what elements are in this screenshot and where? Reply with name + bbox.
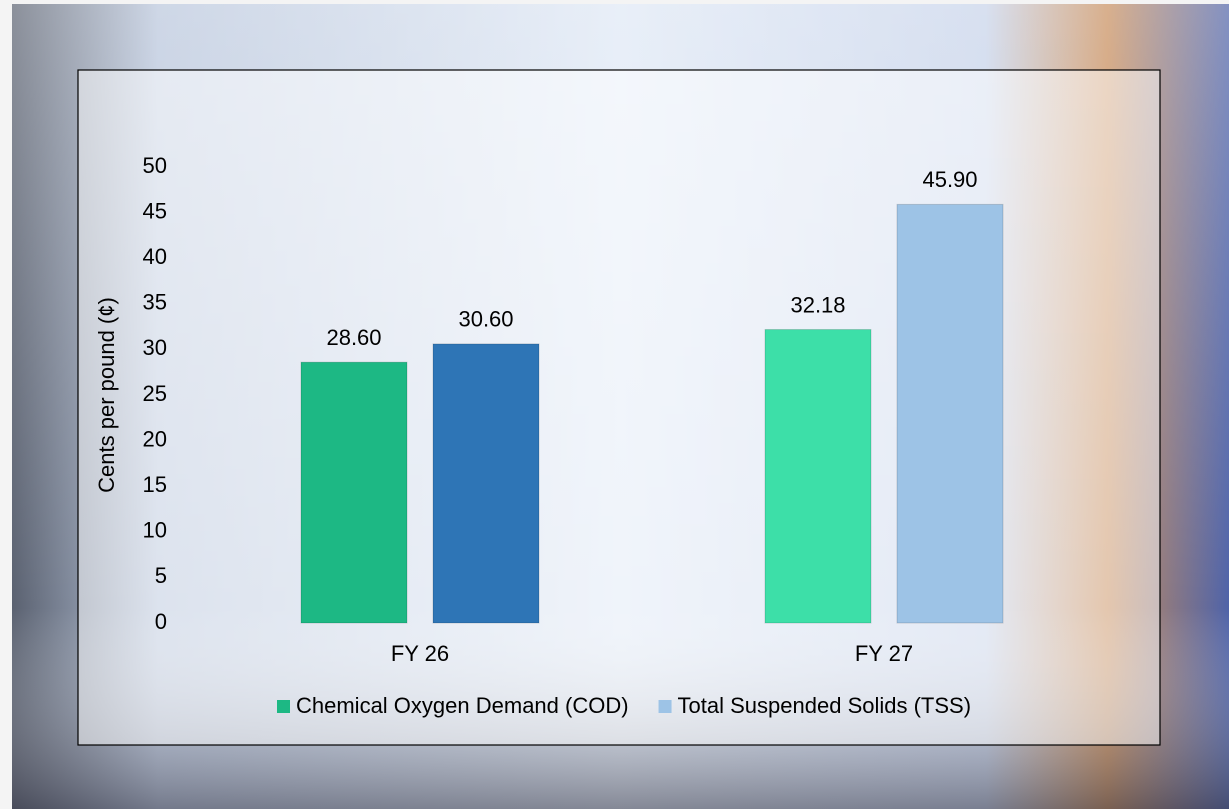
y-tick-label: 30 [143, 335, 167, 360]
y-tick-label: 50 [143, 153, 167, 178]
y-tick-label: 15 [143, 472, 167, 497]
legend-swatch [658, 700, 672, 713]
y-tick-label: 45 [143, 198, 167, 223]
bar [432, 343, 540, 624]
y-tick-label: 0 [155, 609, 167, 634]
value-label: 45.90 [922, 167, 977, 192]
bar [896, 203, 1004, 624]
value-label: 30.60 [458, 307, 513, 332]
x-tick-label: FY 26 [391, 641, 449, 666]
y-tick-label: 40 [143, 244, 167, 269]
bar [300, 361, 408, 624]
x-tick-label: FY 27 [855, 641, 913, 666]
value-label: 28.60 [326, 325, 381, 350]
legend-label: Total Suspended Solids (TSS) [678, 693, 972, 718]
legend-label: Chemical Oxygen Demand (COD) [296, 693, 629, 718]
y-tick-label: 35 [143, 290, 167, 315]
legend-swatch [277, 700, 290, 713]
y-tick-label: 25 [143, 381, 167, 406]
y-tick-label: 5 [155, 563, 167, 588]
y-tick-label: 20 [143, 426, 167, 451]
value-label: 32.18 [790, 292, 845, 317]
bar [764, 329, 872, 624]
y-tick-label: 10 [143, 518, 167, 543]
y-axis-label: Cents per pound (¢) [94, 297, 119, 493]
